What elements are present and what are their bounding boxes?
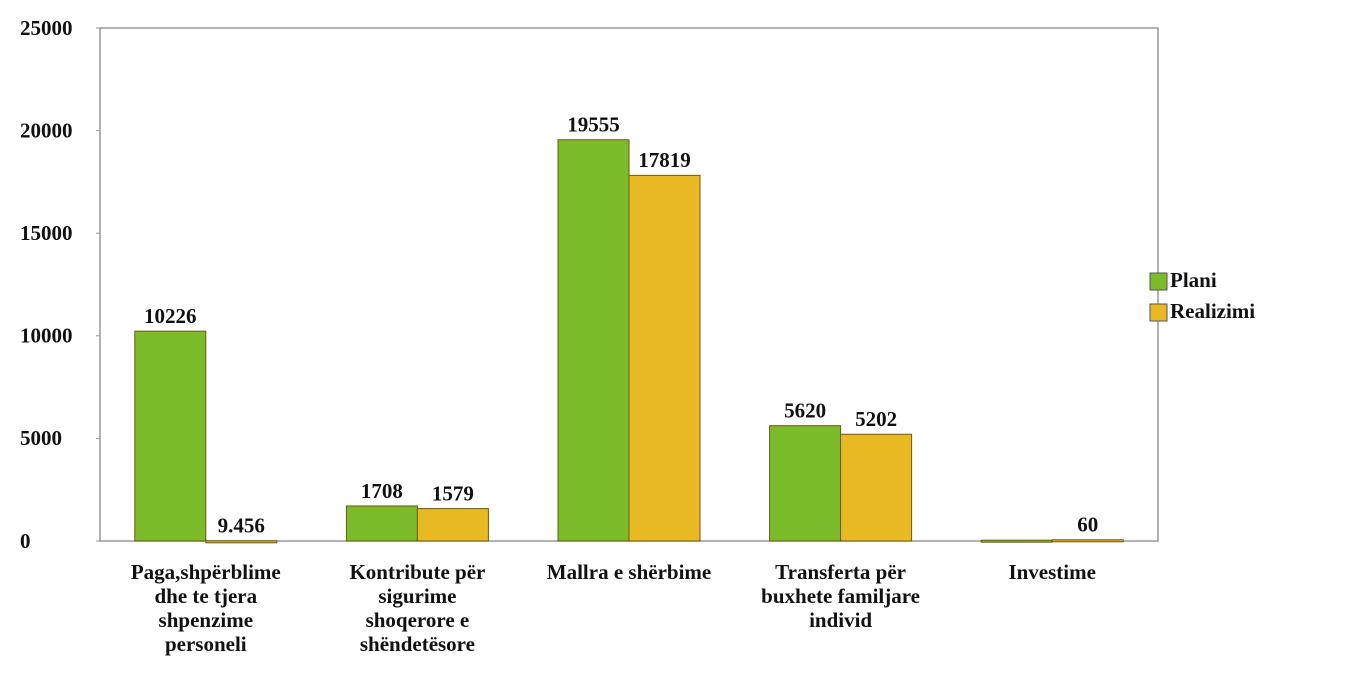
- data-label: 19555: [567, 113, 620, 137]
- data-label: 60: [1077, 513, 1098, 537]
- bar: [416, 508, 489, 542]
- data-label: 10226: [144, 304, 197, 328]
- bar: [345, 505, 418, 542]
- x-tick-line: dhe te tjera: [154, 584, 257, 608]
- legend-label: Realizimi: [1170, 299, 1255, 323]
- y-tick-label: 5000: [20, 426, 62, 450]
- y-tick-label: 10000: [20, 324, 73, 348]
- x-tick-label: Paga,shpërblime dhe te tjera shpenzime pers…: [131, 560, 281, 656]
- legend-swatch: [1149, 303, 1168, 322]
- x-tick-line: Transferta për: [775, 560, 906, 584]
- x-tick-line: Investime: [1008, 560, 1096, 584]
- data-label: 5620: [784, 398, 826, 422]
- y-tick-label: 15000: [20, 221, 73, 245]
- bar: [628, 174, 701, 542]
- x-tick-label: Kontribute për sigurime shoqerore e shëndet…: [349, 560, 485, 656]
- x-tick-line: shoqerore e: [366, 608, 470, 632]
- bar: [1051, 539, 1124, 543]
- data-label: 9.456: [218, 514, 265, 538]
- data-label: 17819: [638, 148, 691, 172]
- y-tick-label: 25000: [20, 16, 73, 40]
- x-tick-line: buxhete familjare: [761, 584, 920, 608]
- bar: [557, 139, 630, 542]
- bar: [205, 540, 278, 544]
- x-tick-label: Transferta për buxhete familjare individ: [761, 560, 920, 632]
- data-label: 5202: [855, 407, 897, 431]
- data-label: 1579: [432, 481, 474, 505]
- legend-label: Plani: [1170, 268, 1217, 292]
- y-tick-label: 20000: [20, 118, 73, 142]
- x-tick-line: shëndetësore: [360, 632, 475, 656]
- y-tick-label: 0: [20, 529, 31, 553]
- x-tick-label: Mallra e shërbime: [547, 560, 711, 584]
- data-label: 1708: [361, 479, 403, 503]
- bar: [769, 425, 842, 542]
- x-tick-label: Investime: [1008, 560, 1096, 584]
- x-tick-line: sigurime: [378, 584, 456, 608]
- bar: [840, 433, 913, 542]
- x-tick-line: shpenzime: [159, 608, 254, 632]
- x-tick-line: individ: [809, 608, 872, 632]
- bar: [134, 330, 207, 542]
- bar: [980, 539, 1053, 543]
- x-tick-line: Kontribute për: [349, 560, 485, 584]
- legend-swatch: [1149, 272, 1168, 291]
- x-tick-line: Paga,shpërblime: [131, 560, 281, 584]
- x-tick-line: Mallra e shërbime: [547, 560, 711, 584]
- x-tick-line: personeli: [165, 632, 247, 656]
